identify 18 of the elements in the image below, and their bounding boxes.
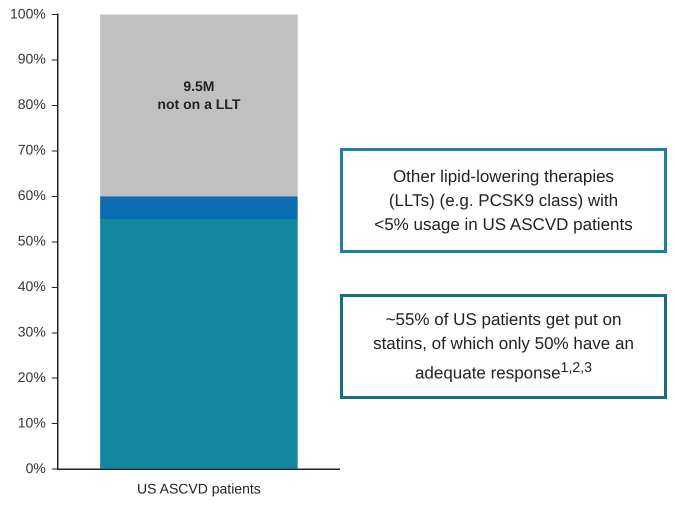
y-tick-label: 20% (18, 369, 46, 386)
bar (100, 14, 298, 196)
bar (100, 196, 298, 220)
y-tick-label: 50% (18, 232, 46, 249)
x-tick-label: US ASCVD patients (137, 480, 261, 496)
y-tick-label: 70% (18, 142, 46, 158)
y-tick-label: 60% (18, 187, 46, 204)
annotation: 9.5M not on a LLT (157, 78, 241, 112)
bar (100, 219, 298, 469)
y-tick-label: 80% (18, 96, 46, 112)
y-tick-label: 10% (18, 414, 46, 431)
text: Other lipid-lowering therapies (LLTs) (e.g. PCSK9 class) with <5% usage in US ASCVD patients (373, 166, 634, 236)
y-tick-label: 90% (18, 50, 46, 67)
y-tick-label: 30% (18, 324, 46, 340)
y-tick-label: 100% (10, 5, 46, 22)
text: ~55% of US patients get put on statins, of which only 50% have an adequate response$^{1,2,3}$ (372, 308, 635, 384)
y-tick-label: 0% (26, 460, 46, 476)
y-tick-label: 40% (18, 278, 46, 294)
